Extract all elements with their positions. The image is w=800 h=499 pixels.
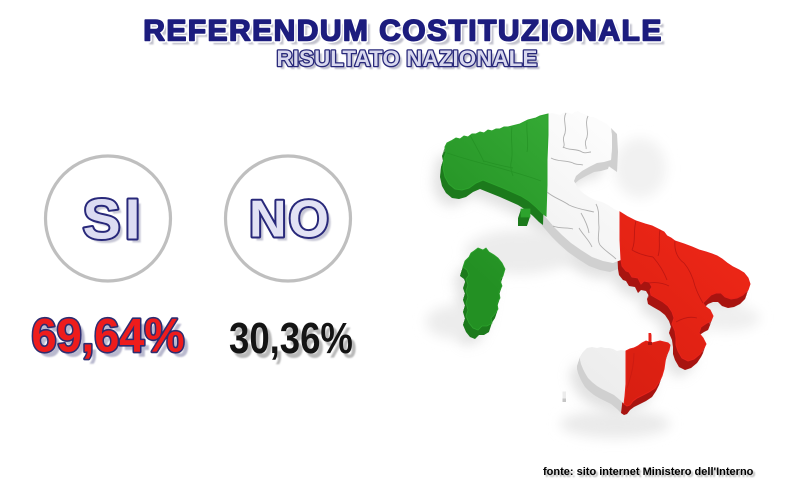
svg-text:REFERENDUM COSTITUZIONALE: REFERENDUM COSTITUZIONALE xyxy=(147,19,667,52)
svg-text:REFERENDUM COSTITUZIONALE: REFERENDUM COSTITUZIONALE xyxy=(143,15,663,48)
svg-text:fonte: sito internet Ministero: fonte: sito internet Ministero dell'Inte… xyxy=(543,466,754,478)
svg-text:69,64%: 69,64% xyxy=(36,314,189,367)
svg-text:30,36%: 30,36% xyxy=(233,319,357,368)
svg-text:SI: SI xyxy=(87,192,149,256)
svg-text:69,64%: 69,64% xyxy=(32,309,185,362)
svg-text:NO: NO xyxy=(249,191,331,249)
svg-text:NO: NO xyxy=(253,195,335,253)
svg-text:30,36%: 30,36% xyxy=(229,314,353,363)
svg-text:RISULTATO NAZIONALE: RISULTATO NAZIONALE xyxy=(280,49,541,74)
svg-text:SI: SI xyxy=(83,188,145,252)
svg-text:fonte: sito internet Ministero: fonte: sito internet Ministero dell'Inte… xyxy=(545,468,756,480)
svg-text:REFERENDUM COSTITUZIONALE: REFERENDUM COSTITUZIONALE xyxy=(143,15,663,48)
svg-text:RISULTATO NAZIONALE: RISULTATO NAZIONALE xyxy=(277,46,538,71)
